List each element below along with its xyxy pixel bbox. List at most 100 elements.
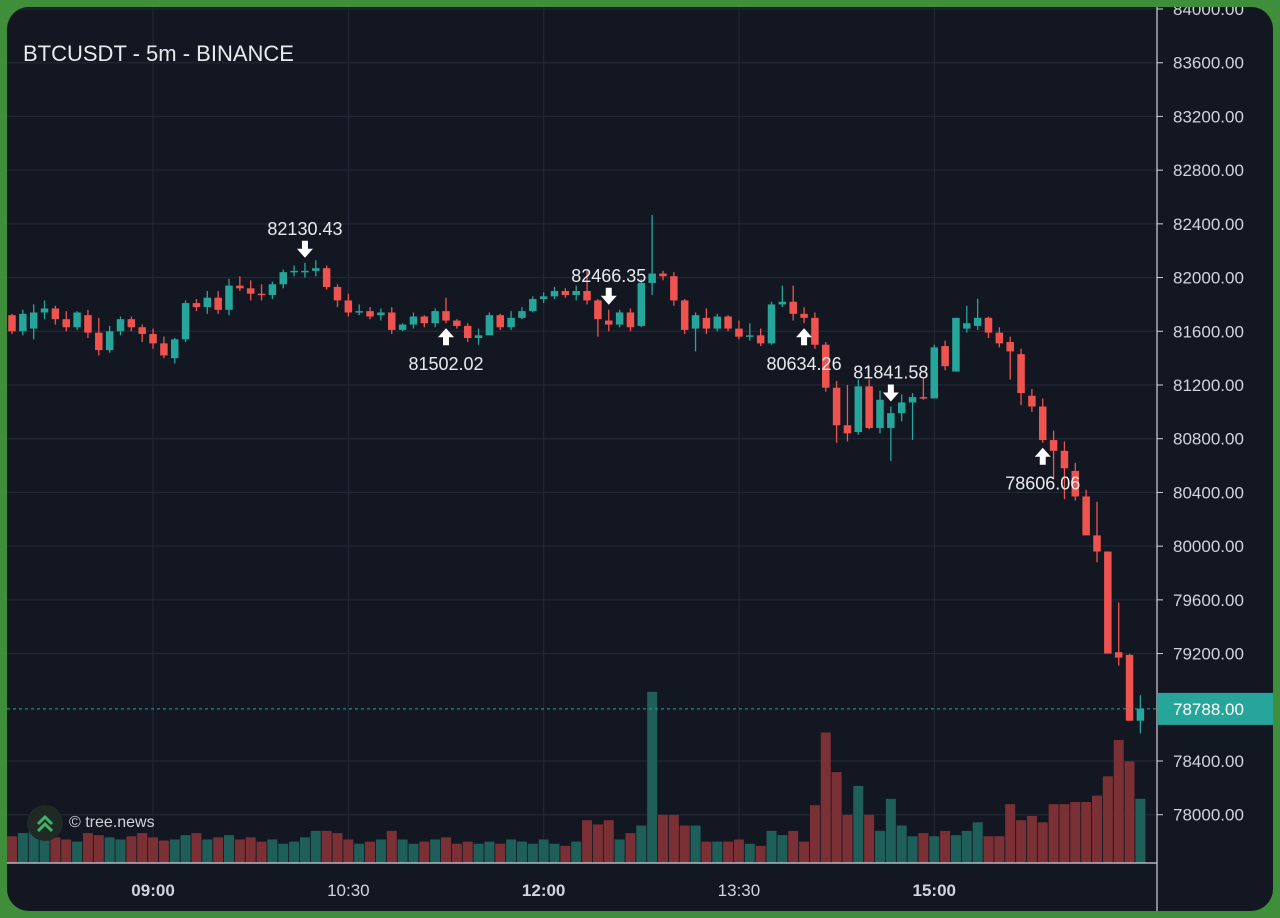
candle-body (127, 319, 136, 328)
watermark: © tree.news (27, 805, 155, 841)
candle-body (919, 397, 928, 399)
candle-body (615, 312, 624, 325)
candle-body (474, 335, 483, 338)
candle-body (832, 387, 841, 426)
volume-bar (213, 837, 224, 863)
volume-bar (61, 839, 72, 863)
price-tick-label: 81200.00 (1173, 376, 1244, 395)
candle-body (246, 288, 255, 294)
candle-body (19, 313, 27, 332)
candle-body (995, 332, 1004, 344)
volume-bar (994, 836, 1005, 863)
volume-bar (744, 843, 755, 863)
candlestick-chart[interactable]: 82130.43 81502.02 82466.35 80634.26 81841.58… (7, 7, 1273, 911)
time-tick-label: 10:30 (327, 881, 370, 900)
volume-bar (82, 833, 93, 863)
candle-body (659, 273, 667, 277)
volume-bar (462, 841, 473, 863)
volume-bar (1113, 739, 1124, 863)
candle-body (735, 328, 743, 337)
candle-body (550, 291, 559, 297)
candle-body (160, 343, 168, 356)
candle-body (1125, 654, 1134, 721)
candle-body (138, 327, 146, 334)
candle-body (1082, 496, 1090, 536)
price-tick-label: 80400.00 (1173, 483, 1244, 502)
price-tick-label: 83200.00 (1173, 107, 1244, 126)
candle-body (670, 276, 678, 301)
volume-bar (723, 841, 734, 863)
volume-bar (907, 836, 918, 863)
volume-bar (679, 825, 690, 863)
volume-bar (983, 836, 994, 863)
volume-bar (961, 830, 972, 863)
candle-body (171, 339, 179, 359)
candle-body (1028, 395, 1036, 407)
volume-bar (93, 835, 104, 863)
candle-body (952, 317, 960, 372)
volume-bar (1070, 802, 1081, 863)
candle-body (594, 300, 602, 320)
volume-bar (375, 839, 386, 863)
volume-bar (582, 820, 593, 863)
candle-body (149, 333, 157, 344)
candle-body (377, 312, 385, 316)
time-tick-label: 13:30 (718, 881, 761, 900)
candle-body (529, 299, 537, 312)
candle-body (800, 313, 808, 318)
candle-body (268, 284, 277, 296)
candle-body (398, 324, 407, 330)
volume-bar (614, 839, 625, 863)
volume-bar (1037, 822, 1048, 863)
time-tick-label: 09:00 (131, 881, 174, 900)
candle-body (40, 308, 49, 313)
candle-body (637, 282, 646, 326)
volume-bar (527, 843, 538, 863)
volume-bar (115, 839, 126, 863)
candle-body (463, 325, 472, 338)
volume-bar (766, 830, 777, 863)
volume-bar (191, 833, 202, 863)
candle-body (214, 297, 222, 310)
volume-bar (690, 825, 701, 863)
arrow-up-icon (1034, 447, 1051, 465)
candle-body (648, 273, 656, 283)
volume-bar (853, 785, 864, 863)
volume-bar (875, 830, 885, 863)
candle-body (181, 303, 190, 340)
candle-body (626, 312, 635, 328)
candle-body (420, 316, 429, 324)
volume-bar (332, 833, 343, 863)
volume-bar (636, 825, 647, 863)
candle-body (746, 335, 754, 337)
volume-bar (430, 839, 441, 863)
candle-body (431, 311, 439, 324)
candle-body (865, 386, 873, 428)
volume-bar (625, 833, 636, 863)
volume-bar (733, 839, 744, 863)
volume-bar (1135, 798, 1146, 863)
candle-body (1114, 652, 1123, 658)
price-tick-label: 80000.00 (1173, 537, 1244, 556)
candle-body (84, 315, 92, 333)
volume-bar (1005, 804, 1016, 863)
price-annotation-label: 82466.35 (571, 266, 646, 286)
volume-bar (180, 835, 191, 863)
candle-body (724, 316, 732, 329)
candle-body (1039, 406, 1047, 441)
candle-body (95, 332, 103, 351)
volume-bar (712, 841, 723, 863)
candle-body (442, 311, 450, 321)
volume-bar (820, 732, 831, 863)
volume-bar (1016, 820, 1027, 863)
volume-bar (1048, 804, 1059, 863)
last-price-label: 78788.00 (1173, 700, 1244, 719)
volume-bar (560, 845, 571, 863)
arrow-up-icon (438, 328, 454, 346)
volume-bar (1124, 761, 1135, 863)
candle-body (843, 425, 852, 434)
watermark-text: © tree.news (69, 814, 155, 831)
candle-body (409, 316, 418, 325)
candle-body (1104, 551, 1112, 654)
price-tick-label: 82000.00 (1173, 269, 1244, 288)
